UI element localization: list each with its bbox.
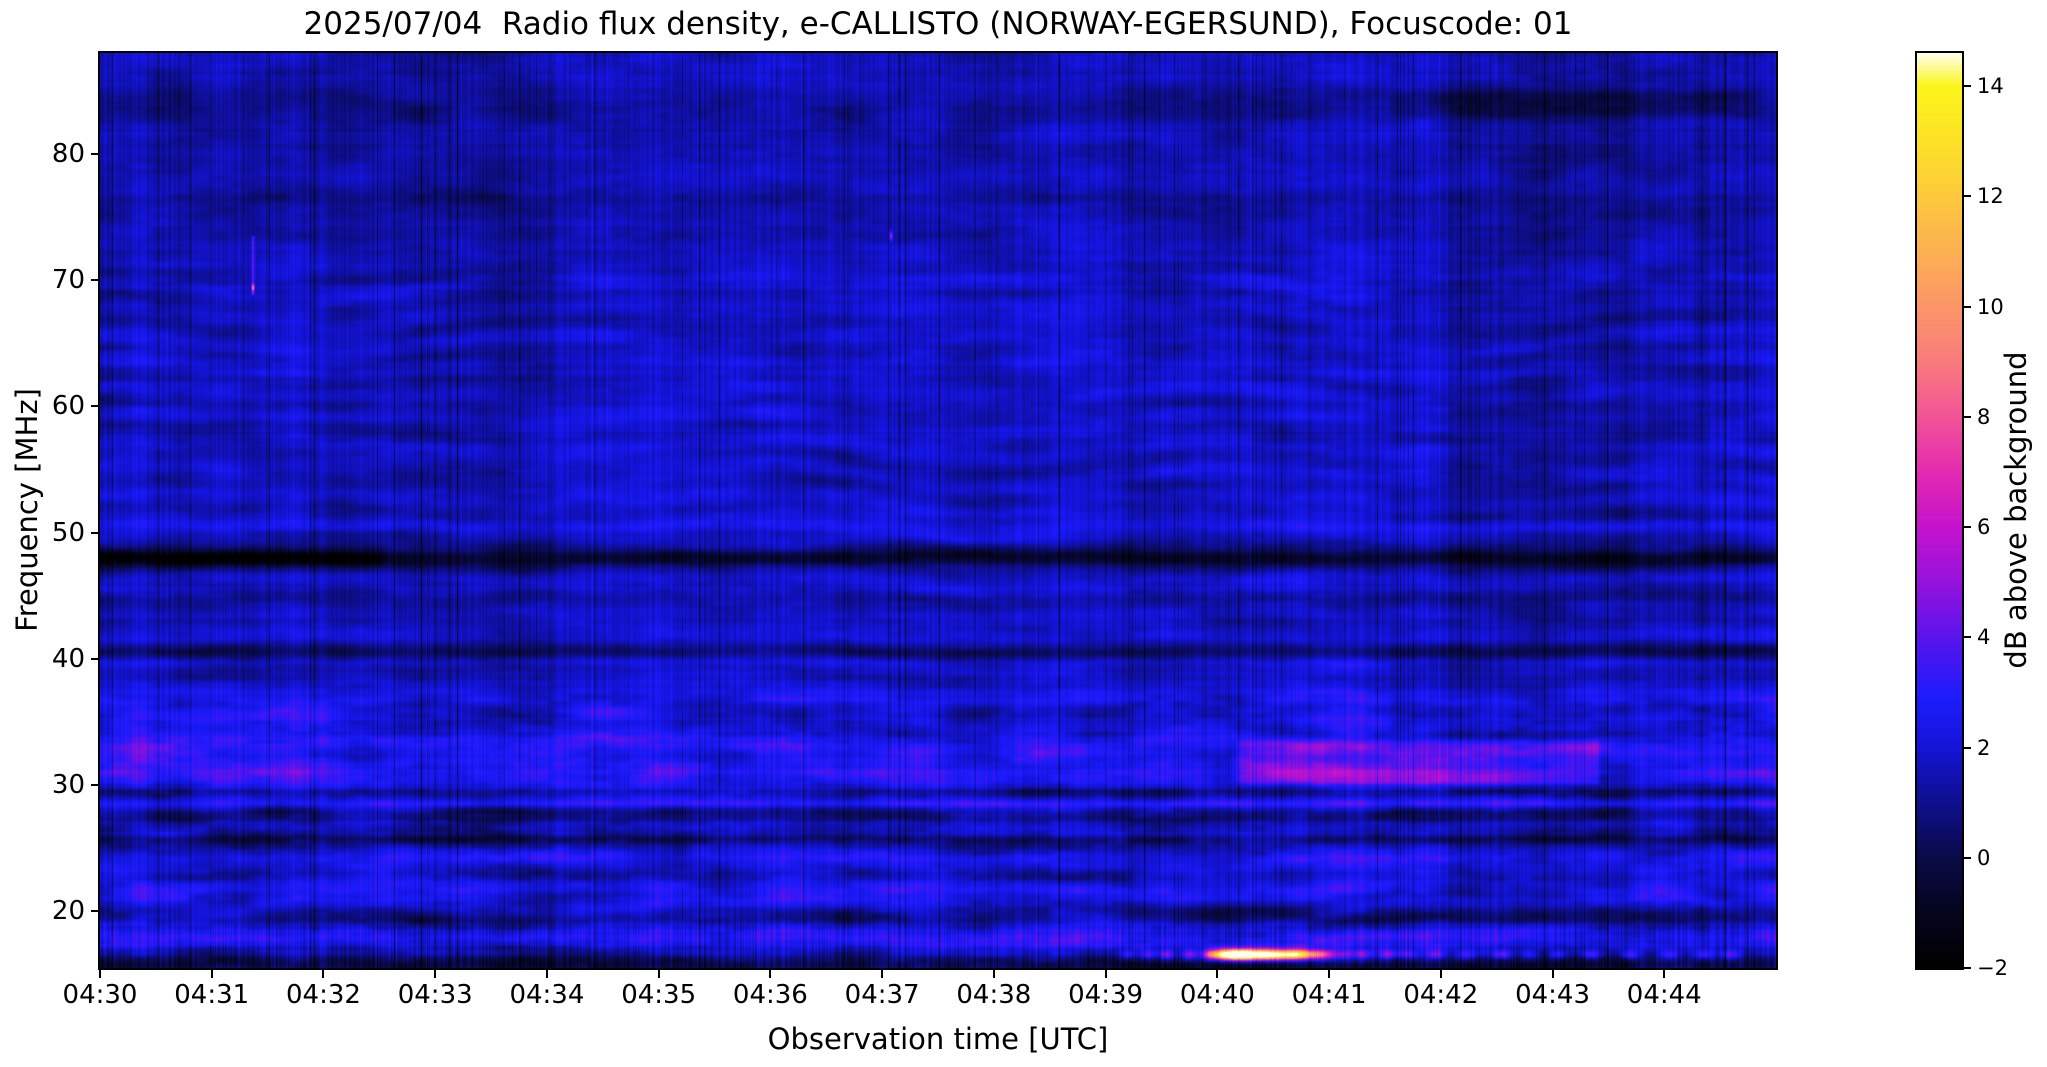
plot-area — [98, 51, 1778, 970]
x-tick-label: 04:44 — [1626, 980, 1702, 1010]
x-tick-label: 04:31 — [174, 980, 250, 1010]
y-tick-mark — [91, 531, 99, 534]
colorbar-tick-label: 2 — [1977, 735, 1991, 760]
x-tick-label: 04:30 — [62, 980, 138, 1010]
x-tick-label: 04:40 — [1179, 980, 1255, 1010]
spectrogram-canvas — [100, 53, 1776, 968]
x-tick-mark — [1439, 970, 1442, 978]
y-tick-mark — [91, 279, 99, 282]
y-tick-label: 40 — [51, 643, 85, 674]
x-tick-mark — [881, 970, 884, 978]
colorbar-tick-mark — [1963, 415, 1971, 418]
x-tick-label: 04:37 — [844, 980, 920, 1010]
x-tick-mark — [545, 970, 548, 978]
x-tick-label: 04:33 — [397, 980, 473, 1010]
colorbar-tick-label: −2 — [1977, 956, 2008, 980]
x-tick-mark — [99, 970, 101, 978]
colorbar-tick-label: 0 — [1977, 845, 1991, 870]
x-tick-mark — [434, 970, 437, 978]
x-axis-label: Observation time [UTC] — [767, 1022, 1109, 1056]
y-tick-label: 50 — [51, 517, 85, 548]
x-tick-label: 04:38 — [956, 980, 1032, 1010]
y-axis-label: Frequency [MHz] — [10, 388, 44, 632]
colorbar-tick-label: 8 — [1977, 404, 1991, 429]
colorbar-tick-label: 10 — [1977, 294, 2004, 319]
x-tick-mark — [1663, 970, 1666, 978]
x-tick-mark — [1551, 970, 1554, 978]
y-tick-mark — [91, 152, 99, 155]
colorbar-tick-label: 6 — [1977, 515, 1991, 540]
colorbar-tick-mark — [1963, 636, 1971, 639]
colorbar-tick-mark — [1963, 195, 1971, 198]
y-tick-mark — [91, 784, 99, 786]
y-tick-mark — [91, 405, 99, 408]
y-tick-label: 60 — [51, 391, 85, 422]
y-tick-mark — [91, 657, 99, 660]
colorbar-tick-mark — [1963, 85, 1971, 88]
x-tick-mark — [992, 970, 995, 978]
colorbar-tick-label: 4 — [1977, 625, 1991, 650]
x-tick-label: 04:36 — [732, 980, 808, 1010]
x-tick-label: 04:35 — [621, 980, 697, 1010]
x-tick-mark — [1216, 970, 1219, 978]
y-tick-mark — [91, 910, 99, 913]
colorbar-tick-label: 14 — [1977, 74, 2004, 99]
colorbar-tick-mark — [1963, 526, 1971, 529]
colorbar — [1915, 51, 1964, 970]
colorbar-tick-mark — [1963, 967, 1971, 969]
x-tick-label: 04:32 — [285, 980, 361, 1010]
x-tick-mark — [769, 970, 772, 978]
colorbar-label: dB above background — [1999, 351, 2033, 669]
colorbar-tick-mark — [1963, 746, 1971, 749]
y-tick-label: 80 — [51, 138, 85, 169]
x-tick-label: 04:34 — [509, 980, 585, 1010]
x-tick-label: 04:42 — [1403, 980, 1479, 1010]
colorbar-tick-label: 12 — [1977, 184, 2004, 209]
chart-title: 2025/07/04 Radio flux density, e-CALLIST… — [303, 6, 1573, 42]
x-tick-label: 04:41 — [1291, 980, 1367, 1010]
x-tick-label: 04:39 — [1068, 980, 1144, 1010]
y-tick-label: 70 — [51, 265, 85, 296]
x-tick-mark — [1104, 970, 1107, 978]
y-tick-label: 30 — [51, 770, 85, 800]
x-tick-mark — [210, 970, 213, 978]
x-tick-mark — [1328, 970, 1331, 978]
x-tick-label: 04:43 — [1515, 980, 1590, 1010]
y-tick-label: 20 — [51, 896, 85, 927]
x-tick-mark — [657, 970, 660, 978]
colorbar-tick-mark — [1963, 856, 1971, 859]
colorbar-tick-mark — [1963, 305, 1971, 308]
x-tick-mark — [322, 970, 325, 978]
